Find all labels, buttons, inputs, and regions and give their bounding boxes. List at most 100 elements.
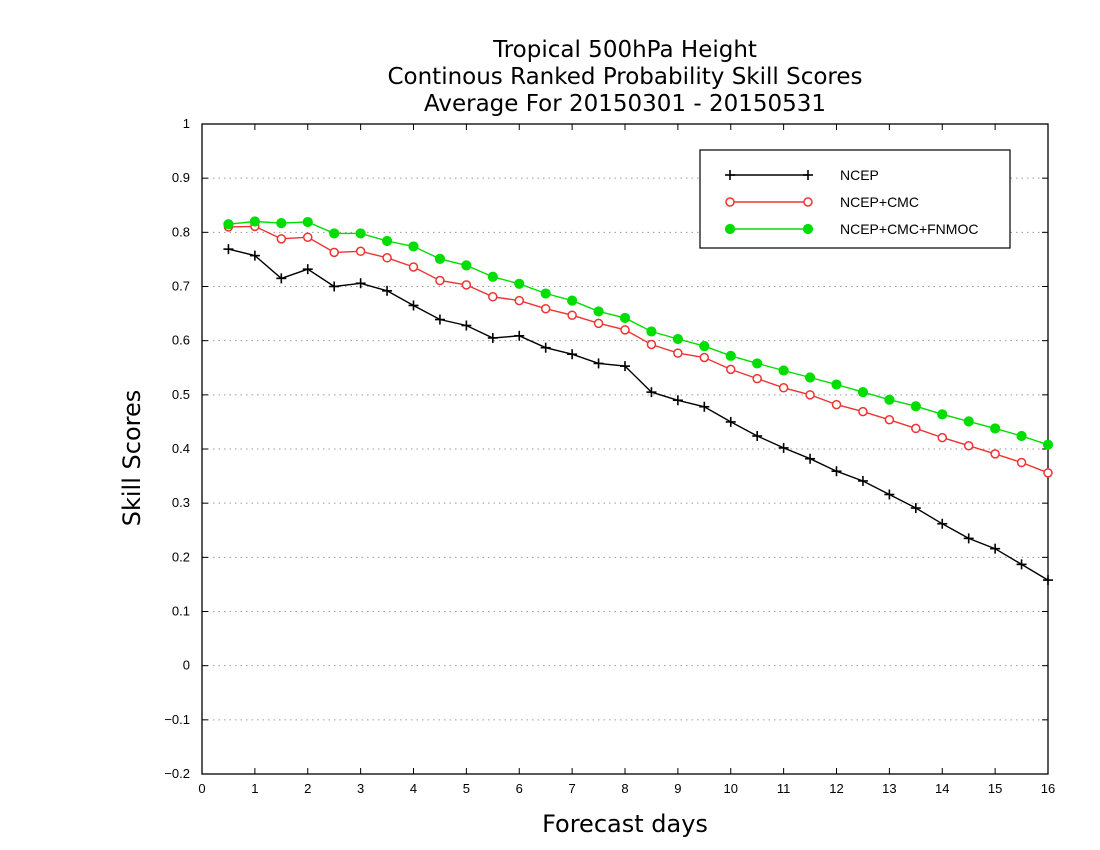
- data-point-ncep-cmc: [778, 383, 789, 393]
- data-point-ncep-cmc-fnmoc: [910, 401, 921, 412]
- data-point-ncep: [1016, 559, 1027, 570]
- data-point-ncep: [963, 533, 974, 544]
- legend-marker: [725, 197, 735, 207]
- data-point-ncep-cmc: [329, 247, 339, 258]
- x-tick-label: 11: [777, 781, 791, 796]
- data-point-ncep: [461, 320, 472, 331]
- legend: NCEP NCEP+CMC NCEP+CMC+FNMOC: [699, 149, 1011, 249]
- x-tick-label: 4: [410, 781, 417, 796]
- y-tick-label: 0.8: [172, 224, 190, 239]
- legend-label: NCEP+CMC+FNMOC: [840, 221, 978, 237]
- legend-marker: [803, 170, 813, 180]
- x-tick-label: 13: [882, 781, 896, 796]
- data-point-ncep-cmc: [752, 373, 762, 384]
- y-tick-label: 0.5: [172, 387, 190, 402]
- data-point-ncep-cmc-fnmoc: [461, 260, 472, 271]
- y-tick-label: 0.9: [172, 170, 190, 185]
- data-point-ncep: [329, 281, 340, 292]
- data-point-ncep: [382, 285, 393, 296]
- data-point-ncep-cmc: [514, 295, 524, 306]
- series-line-ncep-cmc-fnmoc: [228, 220, 1049, 446]
- data-point-ncep: [646, 387, 657, 398]
- data-point-ncep-cmc-fnmoc: [884, 394, 895, 405]
- data-point-ncep-cmc: [858, 406, 868, 417]
- data-point-ncep: [937, 518, 948, 529]
- x-tick-label: 12: [829, 781, 843, 796]
- data-point-ncep: [725, 416, 736, 427]
- legend-item-ncep-cmc-fnmoc: NCEP+CMC+FNMOC: [724, 221, 978, 237]
- data-point-ncep-cmc-fnmoc: [1016, 430, 1027, 442]
- data-point-ncep-cmc: [646, 339, 657, 350]
- data-point-ncep-cmc-fnmoc: [831, 379, 842, 390]
- data-point-ncep: [620, 361, 630, 372]
- y-tick-label: 0: [183, 658, 190, 673]
- legend-item-ncep-cmc: NCEP+CMC: [725, 194, 919, 210]
- y-tick-label: 1: [183, 116, 190, 131]
- data-point-ncep-cmc: [540, 303, 551, 314]
- data-point-ncep: [276, 273, 287, 284]
- data-point-ncep-cmc: [408, 262, 419, 272]
- legend-marker: [802, 223, 814, 235]
- data-point-ncep-cmc: [805, 390, 815, 400]
- title-line-2: Continous Ranked Probability Skill Score…: [387, 64, 862, 90]
- data-point-ncep: [857, 475, 868, 486]
- title-line-1: Tropical 500hPa Height: [492, 37, 757, 63]
- x-tick-label: 14: [935, 781, 949, 796]
- legend-item-ncep: NCEP: [725, 167, 879, 183]
- y-tick-label: −0.1: [164, 712, 190, 727]
- data-point-ncep: [672, 395, 683, 406]
- data-point-ncep: [355, 278, 366, 289]
- data-point-ncep-cmc: [461, 280, 472, 290]
- data-point-ncep: [831, 466, 842, 477]
- data-point-ncep-cmc-fnmoc: [514, 278, 525, 289]
- data-point-ncep: [223, 244, 234, 255]
- data-point-ncep-cmc: [1016, 457, 1027, 468]
- data-point-ncep-cmc-fnmoc: [804, 372, 816, 383]
- y-tick-label: 0.7: [172, 279, 190, 294]
- data-point-ncep: [752, 431, 763, 441]
- data-point-ncep: [434, 314, 445, 325]
- data-point-ncep-cmc: [673, 348, 683, 358]
- data-point-ncep: [805, 453, 816, 464]
- data-point-ncep-cmc: [567, 310, 577, 320]
- data-point-ncep-cmc: [1043, 468, 1053, 478]
- x-tick-label: 6: [516, 781, 523, 796]
- data-point-ncep-cmc-fnmoc: [329, 228, 340, 239]
- data-point-ncep-cmc-fnmoc: [434, 253, 446, 264]
- y-tick-label: 0.3: [172, 495, 190, 510]
- data-point-ncep-cmc-fnmoc: [593, 306, 604, 317]
- data-point-ncep-cmc: [382, 253, 392, 263]
- data-point-ncep-cmc-fnmoc: [355, 228, 366, 239]
- series-line-ncep-cmc: [228, 225, 1049, 474]
- data-series: [223, 216, 1054, 586]
- data-point-ncep: [487, 332, 498, 343]
- x-tick-label: 15: [988, 781, 1002, 796]
- data-point-ncep: [778, 442, 789, 453]
- data-point-ncep-cmc-fnmoc: [276, 218, 287, 229]
- data-point-ncep-cmc-fnmoc: [937, 409, 948, 420]
- data-point-ncep-cmc: [937, 432, 947, 443]
- data-point-ncep-cmc-fnmoc: [963, 416, 974, 427]
- legend-label: NCEP: [840, 167, 879, 183]
- data-point-ncep-cmc-fnmoc: [725, 350, 736, 361]
- data-point-ncep-cmc-fnmoc: [752, 358, 763, 369]
- legend-marker: [724, 223, 736, 235]
- data-point-ncep: [699, 401, 710, 412]
- data-point-ncep: [540, 342, 551, 353]
- series-ncep-cmc-fnmoc: [223, 216, 1054, 450]
- data-point-ncep-cmc-fnmoc: [408, 241, 419, 252]
- series-line-ncep: [228, 248, 1049, 581]
- legend-marker: [725, 170, 735, 180]
- x-tick-label: 2: [304, 781, 311, 796]
- data-point-ncep-cmc: [303, 232, 313, 242]
- data-point-ncep-cmc-fnmoc: [699, 340, 710, 352]
- x-tick-label: 5: [463, 781, 470, 796]
- data-point-ncep-cmc-fnmoc: [857, 387, 869, 398]
- data-point-ncep: [990, 543, 1001, 554]
- x-tick-label: 8: [621, 781, 628, 796]
- data-point-ncep-cmc-fnmoc: [487, 271, 498, 282]
- data-point-ncep: [302, 264, 313, 275]
- data-point-ncep-cmc: [435, 275, 445, 286]
- chart-title: Tropical 500hPa Height Continous Ranked …: [387, 37, 862, 117]
